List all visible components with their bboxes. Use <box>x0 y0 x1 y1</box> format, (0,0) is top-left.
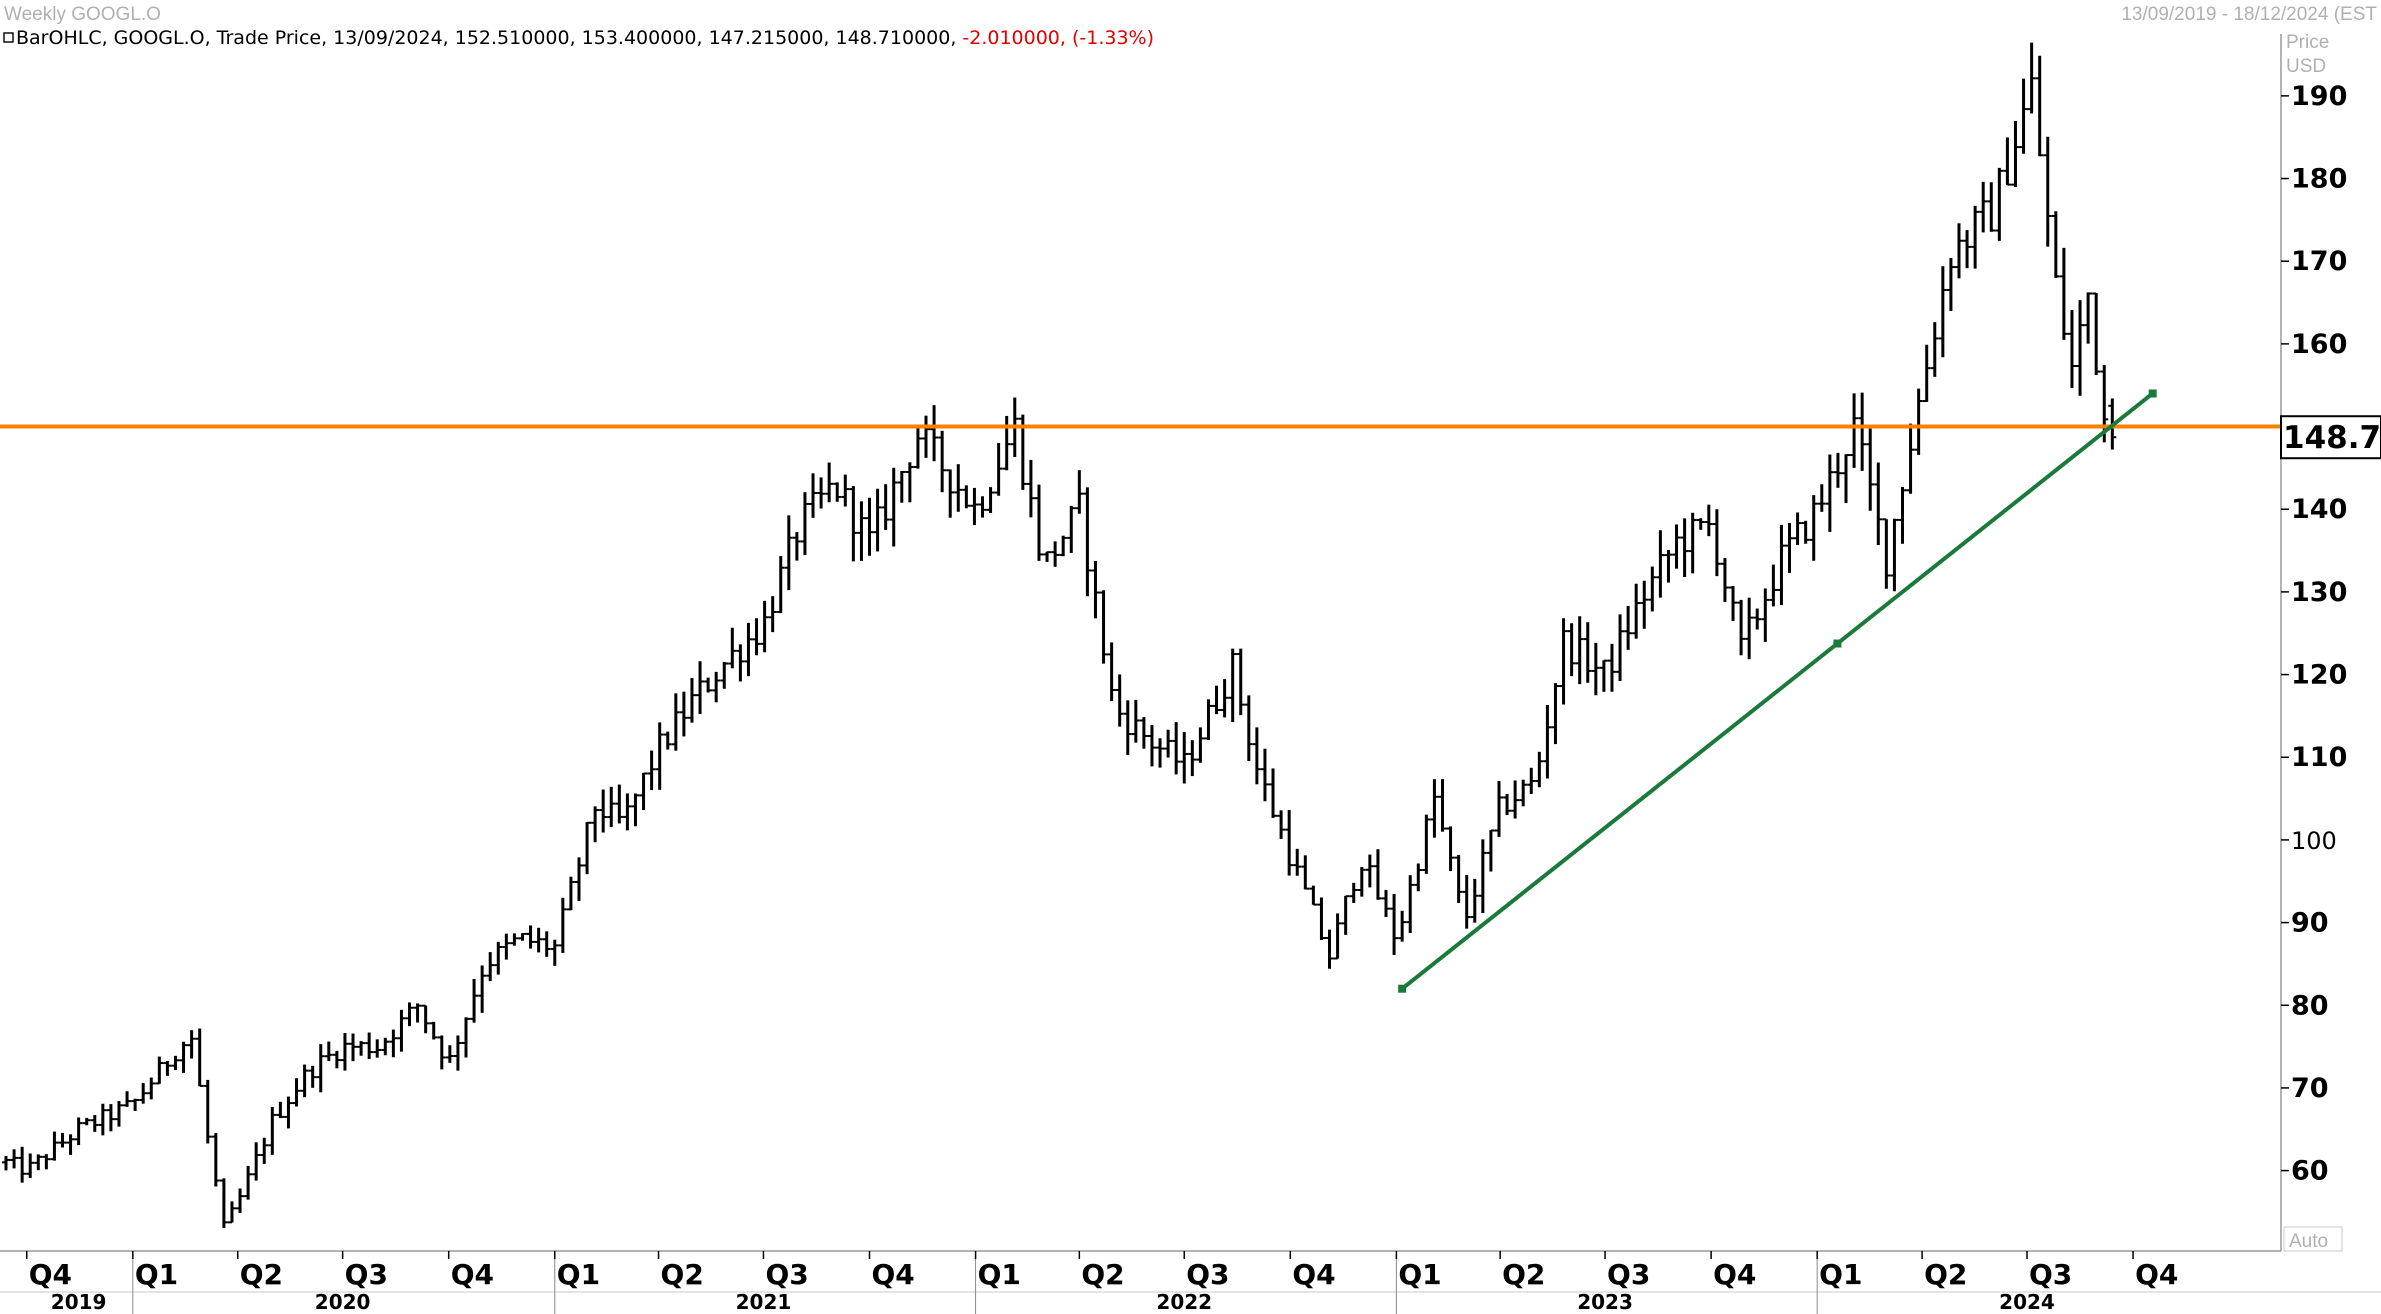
x-quarter-label: Q3 <box>765 1258 808 1291</box>
y-tick-label: 90 <box>2291 908 2329 939</box>
y-tick-label: 130 <box>2291 577 2347 608</box>
x-year-label: 2019 <box>51 1290 107 1314</box>
current-price-tag-box <box>2280 415 2381 460</box>
x-quarter-label: Q1 <box>135 1258 178 1291</box>
trendline-end-handle <box>2148 389 2157 398</box>
x-quarter-label: Q1 <box>978 1258 1021 1291</box>
x-year-label: 2021 <box>736 1290 792 1314</box>
trendline <box>1400 391 2154 991</box>
y-tick-label: 70 <box>2291 1073 2329 1104</box>
y-tick-label: 180 <box>2291 164 2347 195</box>
x-year-label: 2020 <box>315 1290 371 1314</box>
price-axis-caption: Price <box>2286 32 2329 53</box>
currency-axis-caption: USD <box>2286 56 2326 77</box>
y-tick-label: 120 <box>2291 660 2347 691</box>
x-year-label: 2022 <box>1156 1290 1212 1314</box>
x-quarter-label: Q4 <box>1292 1258 1335 1291</box>
y-tick-label: 170 <box>2291 246 2347 277</box>
x-quarter-label: Q4 <box>2135 1258 2178 1291</box>
x-year-label: 2023 <box>1577 1290 1633 1314</box>
x-quarter-label: Q4 <box>29 1258 72 1291</box>
x-year-label: 2024 <box>1999 1290 2055 1314</box>
y-tick-label: 100 <box>2291 827 2337 855</box>
auto-scale-button[interactable] <box>2283 1226 2343 1252</box>
y-tick-label: 140 <box>2291 494 2347 525</box>
y-tick-label: 60 <box>2291 1156 2329 1187</box>
y-tick-label: 160 <box>2291 329 2347 360</box>
x-quarter-label: Q1 <box>1398 1258 1441 1291</box>
legend-change: -2.010000, (-1.33%) <box>962 27 1154 49</box>
x-quarter-label: Q1 <box>557 1258 600 1291</box>
x-quarter-label: Q2 <box>1081 1258 1124 1291</box>
y-tick-label: 110 <box>2291 742 2347 773</box>
x-quarter-label: Q2 <box>240 1258 283 1291</box>
current-price-tag: 148.71 <box>2280 415 2381 460</box>
legend-line: BarOHLC, GOOGL.O, Trade Price, 13/09/202… <box>16 27 1154 49</box>
trendline-mid-handle <box>1833 639 1842 648</box>
x-quarter-label: Q4 <box>1713 1258 1756 1291</box>
date-range: 13/09/2019 - 18/12/2024 (EST <box>2121 4 2377 25</box>
chart-title: Weekly GOOGL.O <box>4 4 161 25</box>
x-quarter-label: Q2 <box>1924 1258 1967 1291</box>
x-quarter-label: Q4 <box>872 1258 915 1291</box>
x-quarter-label: Q3 <box>1607 1258 1650 1291</box>
y-tick-label: 80 <box>2291 990 2329 1021</box>
x-quarter-label: Q2 <box>1502 1258 1545 1291</box>
x-quarter-label: Q3 <box>1186 1258 1229 1291</box>
trendline-start-handle <box>1398 984 1407 993</box>
legend-values: BarOHLC, GOOGL.O, Trade Price, 13/09/202… <box>16 27 956 49</box>
x-quarter-label: Q3 <box>345 1258 388 1291</box>
x-quarter-label: Q3 <box>2029 1258 2072 1291</box>
x-quarter-label: Q2 <box>661 1258 704 1291</box>
x-quarter-label: Q1 <box>1819 1258 1862 1291</box>
current-price-label: 148.71 <box>2283 420 2381 456</box>
x-quarter-label: Q4 <box>451 1258 494 1291</box>
y-tick-label: 190 <box>2291 81 2347 112</box>
auto-scale-label: Auto <box>2289 1231 2328 1252</box>
legend-swatch-icon <box>3 32 14 43</box>
